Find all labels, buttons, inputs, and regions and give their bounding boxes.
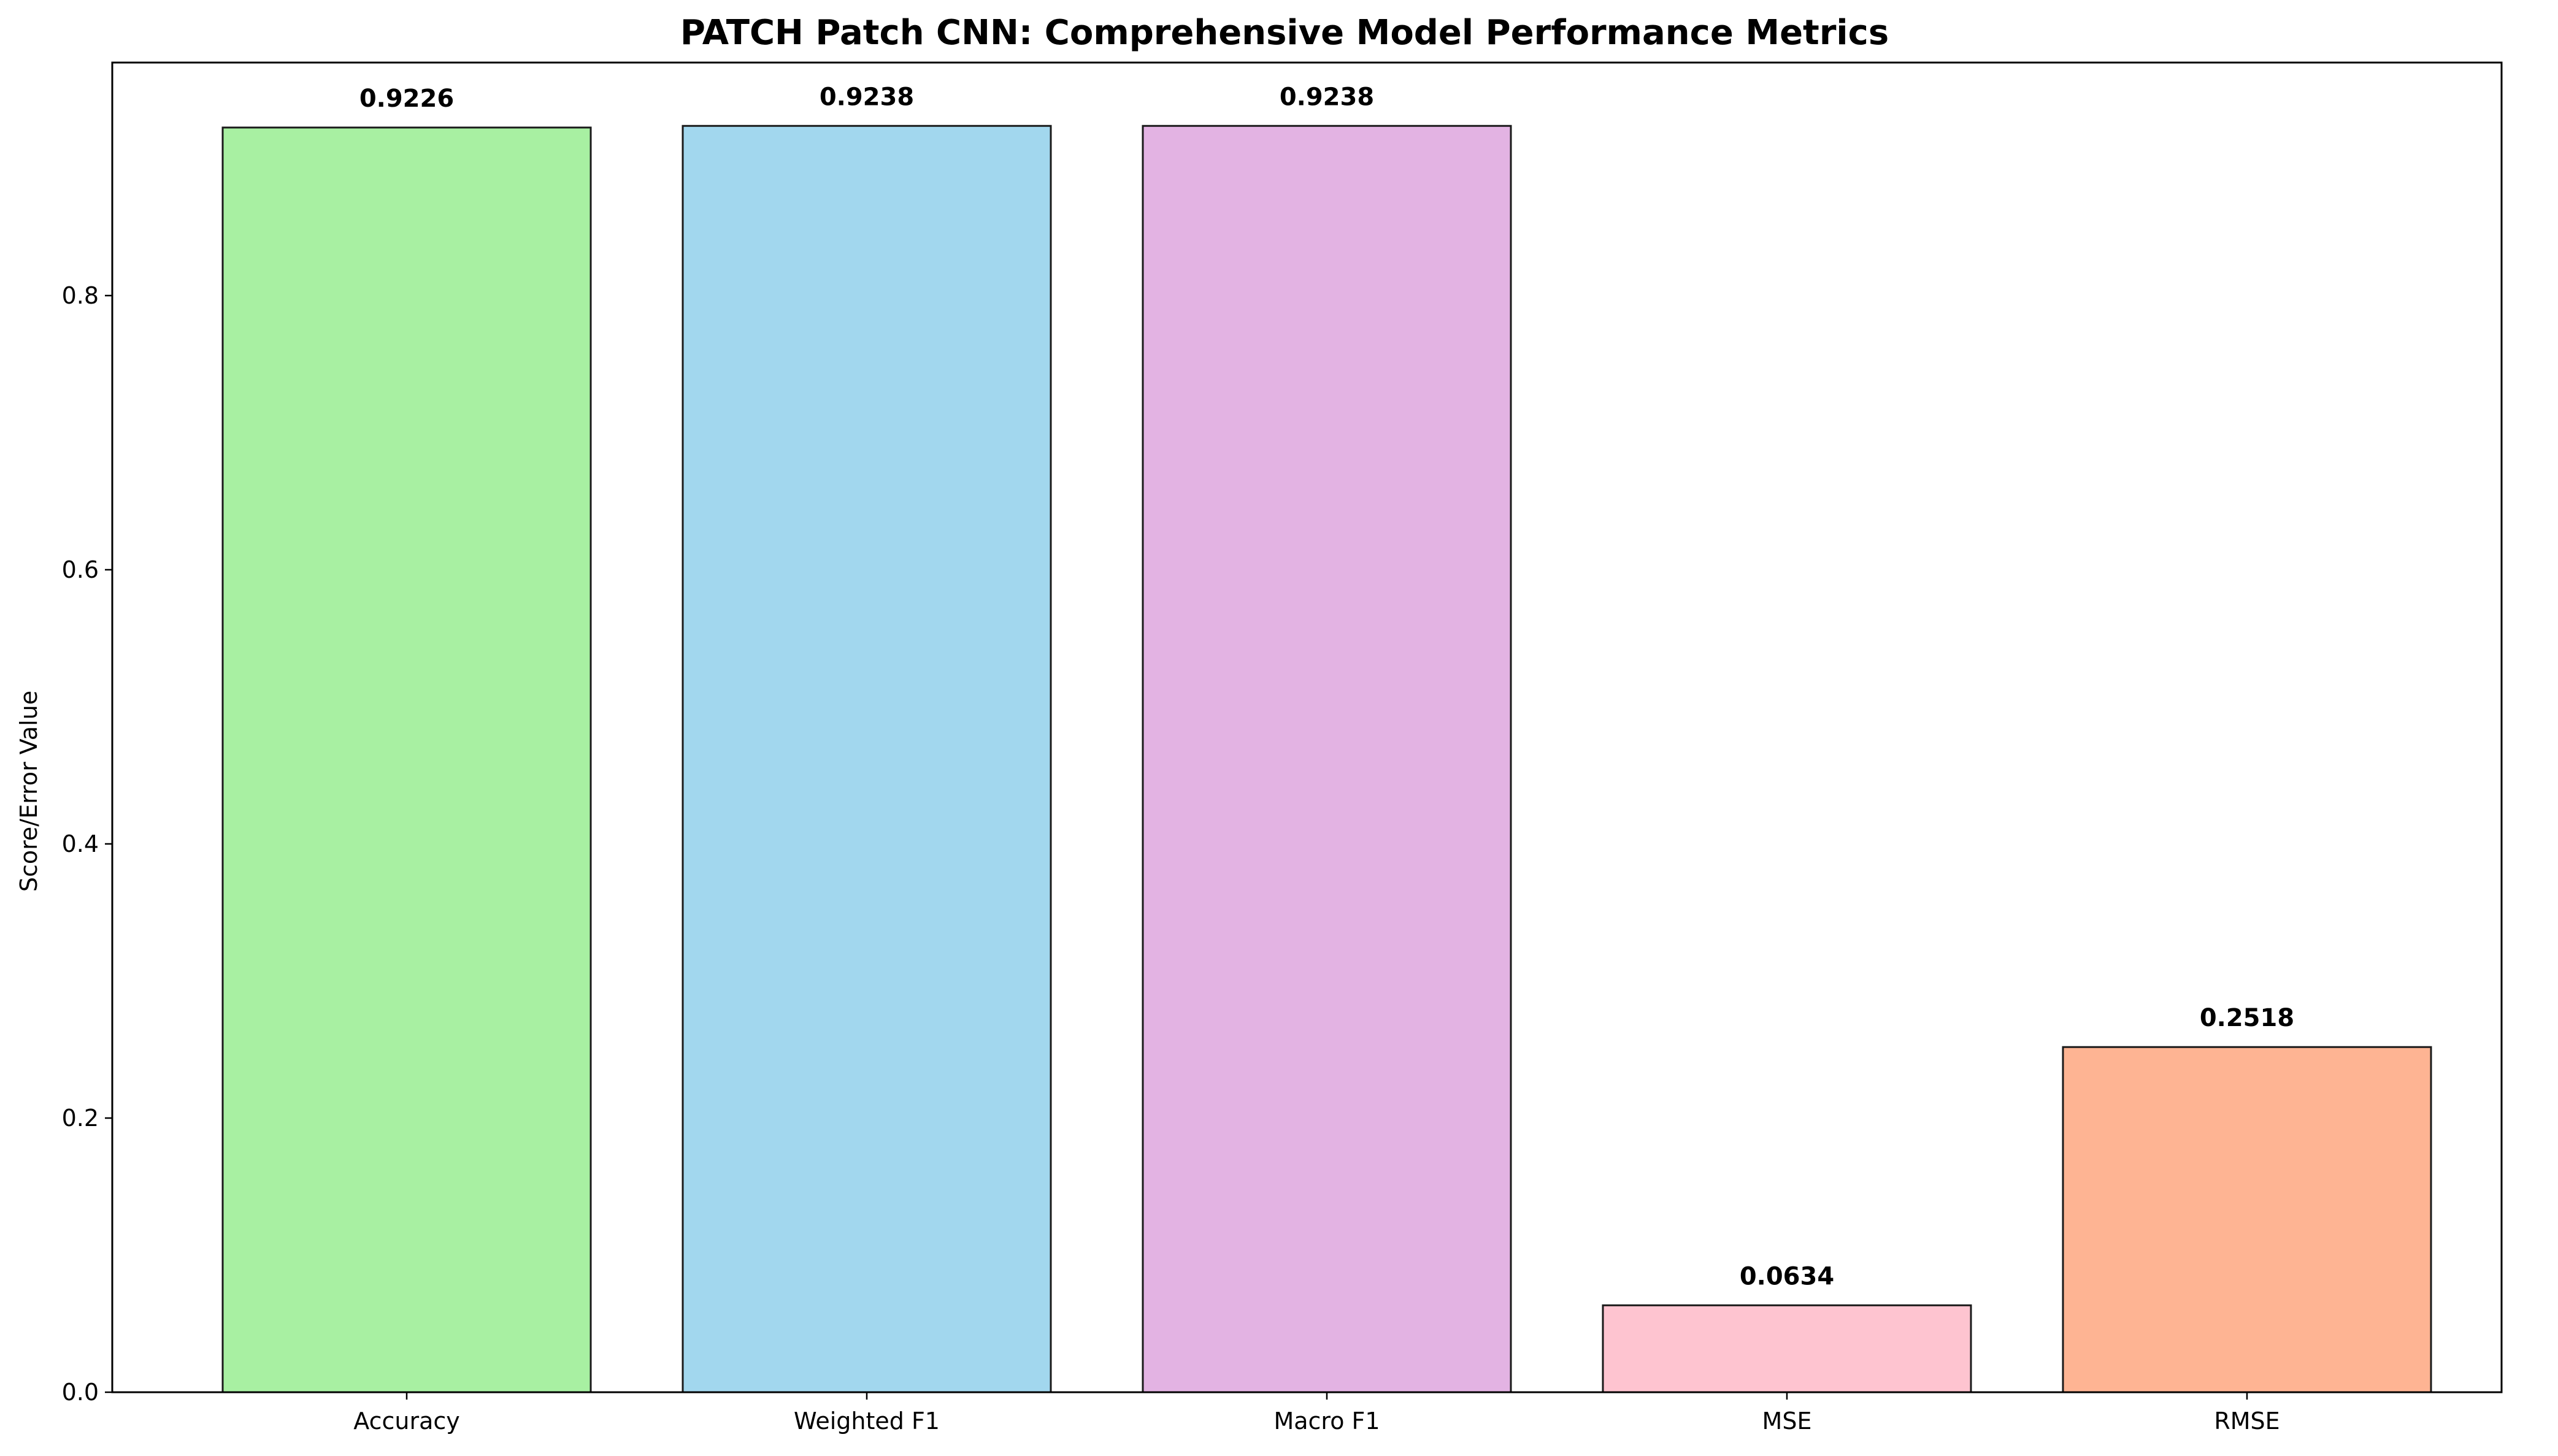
bar-value-label: 0.9226 — [359, 85, 454, 113]
bar-mse — [1602, 1304, 1972, 1393]
y-tick-label: 0.0 — [62, 1379, 99, 1406]
plot-frame — [111, 61, 2503, 1393]
y-tick-label: 0.6 — [62, 556, 99, 583]
x-tick-label: MSE — [1762, 1408, 1812, 1435]
y-tick-label: 0.8 — [62, 282, 99, 309]
bar-value-label: 0.0634 — [1740, 1262, 1834, 1290]
y-axis-label: Score/Error Value — [15, 691, 42, 892]
bar-value-label: 0.9238 — [1280, 83, 1374, 111]
y-tick-label: 0.4 — [62, 830, 99, 857]
bar-value-label: 0.9238 — [820, 83, 914, 111]
bar-rmse — [2062, 1046, 2432, 1393]
x-tick-label: Macro F1 — [1273, 1408, 1380, 1435]
plot-area: 0.0 0.2 0.4 0.6 0.8 0.9226 Accuracy 0.9238 Weigh… — [62, 61, 2503, 1435]
x-tick-label: Accuracy — [353, 1408, 460, 1435]
bar-value-label: 0.2518 — [2200, 1004, 2294, 1032]
bar-accuracy — [221, 126, 592, 1393]
x-tick-label: RMSE — [2214, 1408, 2280, 1435]
chart-title: PATCH Patch CNN: Comprehensive Model Per… — [680, 13, 1889, 53]
y-tick-label: 0.2 — [62, 1105, 99, 1132]
bar-macro-f1 — [1142, 125, 1512, 1393]
x-tick-label: Weighted F1 — [794, 1408, 940, 1435]
bar-weighted-f1 — [682, 125, 1052, 1393]
